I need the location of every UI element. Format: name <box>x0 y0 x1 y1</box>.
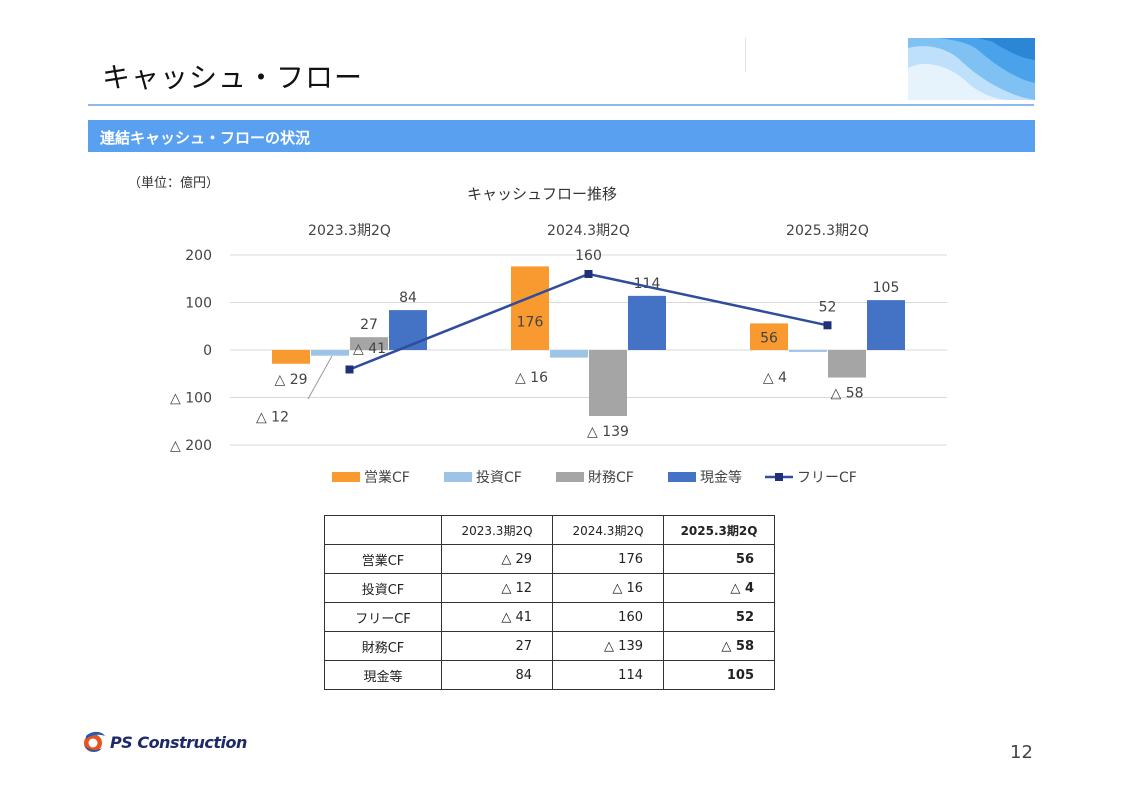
data-label-営業CF: △ 29 <box>274 372 307 388</box>
section-banner: 連結キャッシュ・フローの状況 <box>88 120 1035 152</box>
marker-フリーCF <box>584 270 593 278</box>
bar-現金等 <box>389 310 427 350</box>
table-cell: 56 <box>663 544 775 574</box>
data-label-現金等: 105 <box>873 280 900 296</box>
table-cell: 105 <box>663 660 775 690</box>
table-cell: △ 4 <box>663 573 775 603</box>
title-underline <box>88 104 1034 106</box>
chart-title: キャッシュフロー推移 <box>467 185 617 203</box>
bar-営業CF <box>750 323 788 350</box>
table-header-cell: 2025.3期2Q <box>663 515 775 545</box>
row-label: 投資CF <box>324 573 442 603</box>
data-label-財務CF: 27 <box>360 317 378 333</box>
bar-財務CF <box>350 337 388 350</box>
bar-投資CF <box>789 350 827 352</box>
table-header-cell <box>324 515 442 545</box>
legend-label: 財務CF <box>588 470 634 486</box>
table-cell: △ 16 <box>552 573 664 603</box>
unit-label: （単位：億円） <box>128 176 220 191</box>
legend-label: 現金等 <box>700 469 742 486</box>
legend-label: 営業CF <box>364 470 410 486</box>
table-row: 投資CF △ 12 △ 16 △ 4 <box>324 573 775 603</box>
legend-swatch-現金等 <box>668 472 696 482</box>
data-label-財務CF: △ 139 <box>587 424 629 440</box>
data-label-投資CF: △ 12 <box>256 410 289 426</box>
marker-フリーCF <box>823 321 832 330</box>
table-header-cell: 2024.3期2Q <box>552 515 664 545</box>
table-cell: 176 <box>552 544 664 574</box>
data-label-現金等: 84 <box>399 290 417 306</box>
data-label-フリーCF: 52 <box>819 299 837 315</box>
legend-marker <box>775 473 783 481</box>
legend-swatch-営業CF <box>332 472 360 482</box>
label-leader-line <box>307 355 333 400</box>
section-banner-text: 連結キャッシュ・フローの状況 <box>100 129 311 147</box>
table-cell: △ 29 <box>441 544 553 574</box>
row-label: 営業CF <box>324 544 442 574</box>
row-label: 財務CF <box>324 631 442 661</box>
bar-営業CF <box>511 266 549 350</box>
table-row: フリーCF △ 41 160 52 <box>324 602 775 632</box>
y-tick-label: 100 <box>185 296 212 312</box>
bar-投資CF <box>550 350 588 358</box>
table-cell: △ 139 <box>552 631 664 661</box>
y-tick-label: 0 <box>203 343 212 359</box>
bar-投資CF <box>311 350 349 356</box>
table-header-cell: 2023.3期2Q <box>441 515 553 545</box>
legend-label: 投資CF <box>476 470 522 486</box>
row-label: フリーCF <box>324 602 442 632</box>
legend-swatch-財務CF <box>556 472 584 482</box>
category-label: 2023.3期2Q <box>308 223 391 239</box>
table-header-row: 2023.3期2Q 2024.3期2Q 2025.3期2Q <box>324 515 775 545</box>
row-label: 現金等 <box>324 660 442 690</box>
data-label-営業CF: 56 <box>760 331 778 347</box>
bar-財務CF <box>828 350 866 378</box>
wave-decoration <box>908 38 1035 100</box>
table-cell: 27 <box>441 631 553 661</box>
y-tick-label: 200 <box>185 248 212 264</box>
data-label-投資CF: △ 4 <box>763 370 787 386</box>
marker-フリーCF <box>345 365 354 374</box>
table-cell: △ 41 <box>441 602 553 632</box>
data-label-投資CF: △ 16 <box>515 370 548 386</box>
ps-logo-icon <box>84 731 105 752</box>
data-label-営業CF: 176 <box>517 315 544 331</box>
category-label: 2025.3期2Q <box>786 223 869 239</box>
bar-現金等 <box>628 295 666 350</box>
table-cell: 84 <box>441 660 553 690</box>
data-label-フリーCF: 160 <box>575 248 602 264</box>
table-cell: △ 58 <box>663 631 775 661</box>
bar-現金等 <box>867 300 905 350</box>
table-cell: 160 <box>552 602 664 632</box>
legend-label: フリーCF <box>797 470 857 486</box>
company-logo: PS Construction <box>82 728 247 756</box>
bar-営業CF <box>272 350 310 364</box>
category-label: 2024.3期2Q <box>547 223 630 239</box>
data-label-フリーCF: △ 41 <box>353 341 386 357</box>
bar-財務CF <box>589 350 627 417</box>
logo-text: PS Construction <box>110 732 247 752</box>
cashflow-table: 2023.3期2Q 2024.3期2Q 2025.3期2Q 営業CF △ 29 … <box>324 515 775 690</box>
page-title: キャッシュ・フロー <box>102 61 364 94</box>
data-label-財務CF: △ 58 <box>830 386 863 402</box>
table-row: 財務CF 27 △ 139 △ 58 <box>324 631 775 661</box>
table-cell: 114 <box>552 660 664 690</box>
legend-swatch-投資CF <box>444 472 472 482</box>
table-row: 営業CF △ 29 176 56 <box>324 544 775 574</box>
table-cell: △ 12 <box>441 573 553 603</box>
cashflow-chart: キャッシュフロー推移 200 100 0 △ 100 △ 200 2023.3期2Q 2024… <box>170 185 947 486</box>
y-tick-label: △ 100 <box>170 391 212 407</box>
header-divider <box>745 38 746 72</box>
page-number: 12 <box>1010 742 1033 763</box>
table-cell: 52 <box>663 602 775 632</box>
table-row: 現金等 84 114 105 <box>324 660 775 690</box>
y-tick-label: △ 200 <box>170 438 212 454</box>
